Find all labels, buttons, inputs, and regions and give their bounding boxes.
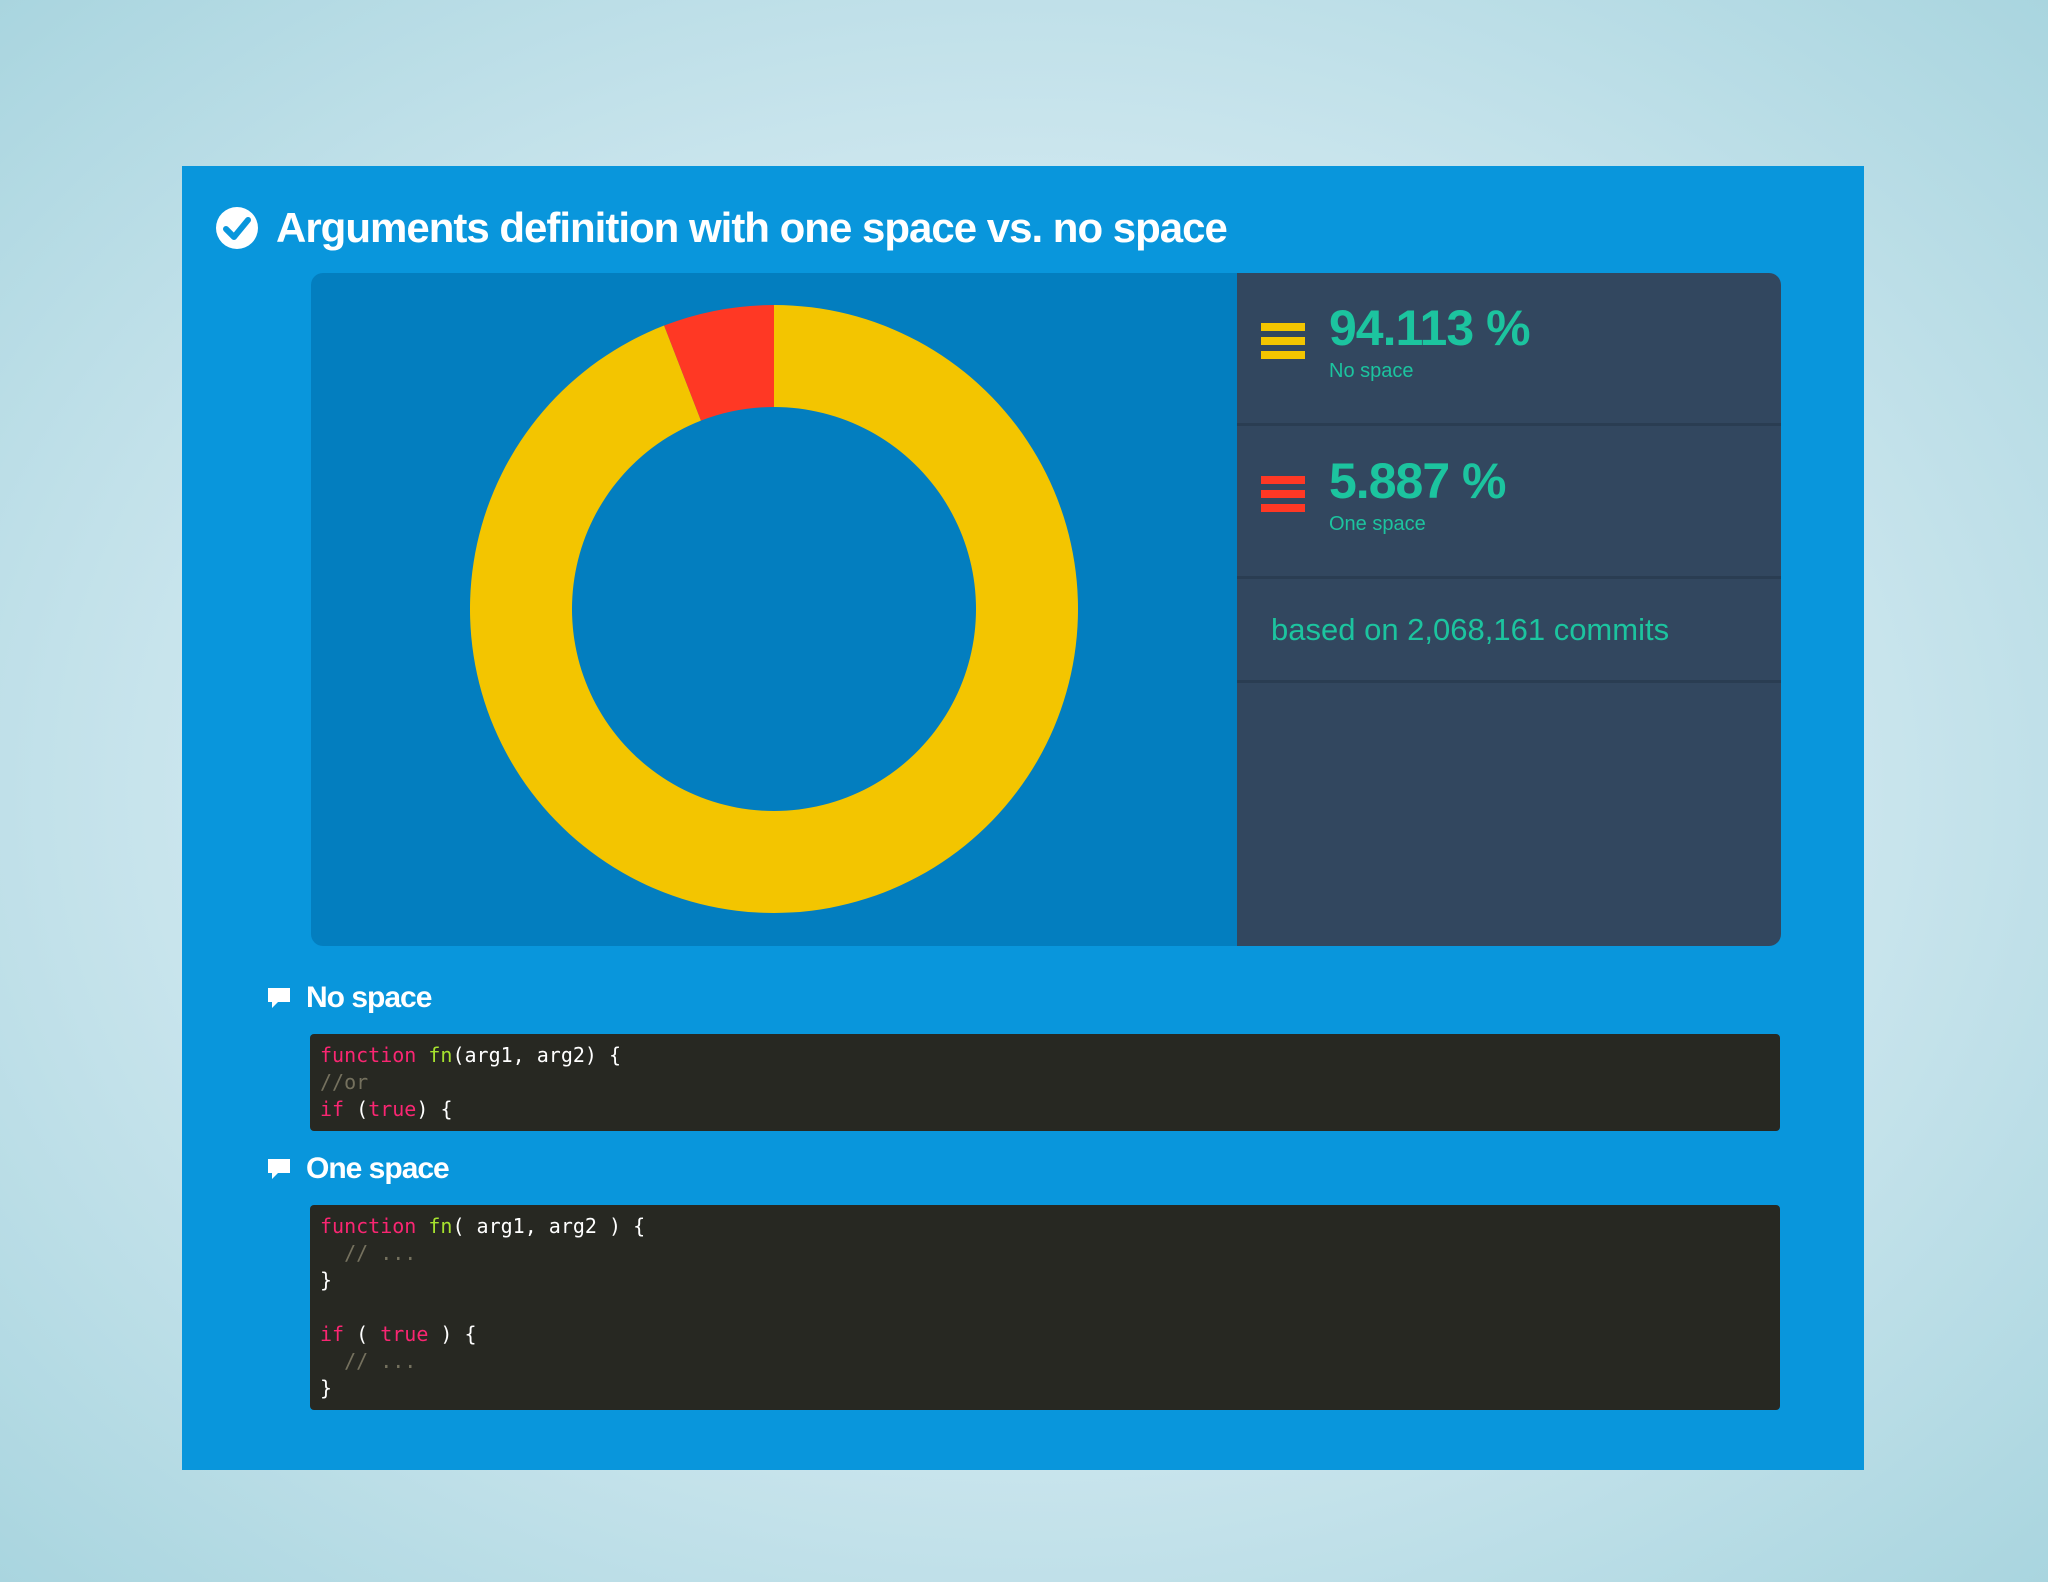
check-circle-icon [216,207,258,249]
comment-icon [268,988,290,1008]
section-title: One space [306,1152,450,1185]
code-line: if (true) { [320,1097,453,1121]
code-line: // ... [320,1349,417,1373]
code-line: function fn(arg1, arg2) { [320,1043,622,1067]
legend-bars-icon [1261,323,1305,363]
section-title: No space [306,981,432,1014]
code-line [320,1294,1770,1321]
code-block-no-space: function fn(arg1, arg2) { //or if (true) { [310,1034,1780,1131]
commit-basis: based on 2,068,161 commits [1237,579,1781,683]
page-title: Arguments definition with one space vs. … [276,204,1228,251]
stats-panel: 94.113 % No space 5.887 % One space base… [1237,273,1781,946]
stat-label: One space [1329,513,1426,535]
stat-no-space: 94.113 % No space [1237,273,1781,426]
section-heading-no-space: No space [266,978,432,1018]
code-line: } [320,1376,333,1400]
code-line: function fn( arg1, arg2 ) { [320,1214,646,1238]
title-row: Arguments definition with one space vs. … [214,198,1228,258]
legend-bars-icon [1261,476,1305,516]
comment-icon [268,1159,290,1179]
code-line: } [320,1268,333,1292]
stat-value: 5.887 % [1329,453,1506,509]
stat-label: No space [1329,360,1414,382]
donut-slice-no-space [469,305,1078,913]
donut-chart [469,305,1078,913]
stat-value: 94.113 % [1329,300,1531,356]
stat-one-space: 5.887 % One space [1237,426,1781,579]
results-panel: 94.113 % No space 5.887 % One space base… [311,273,1781,946]
code-block-one-space: function fn( arg1, arg2 ) { // ...} if (… [310,1205,1780,1410]
donut-chart-area [311,273,1237,946]
result-card: Arguments definition with one space vs. … [182,166,1864,1470]
section-heading-one-space: One space [266,1149,450,1189]
code-line: if ( true ) { [320,1322,477,1346]
code-line: //or [320,1070,369,1094]
code-line: // ... [320,1241,417,1265]
donut-slice-one-space [664,305,774,421]
